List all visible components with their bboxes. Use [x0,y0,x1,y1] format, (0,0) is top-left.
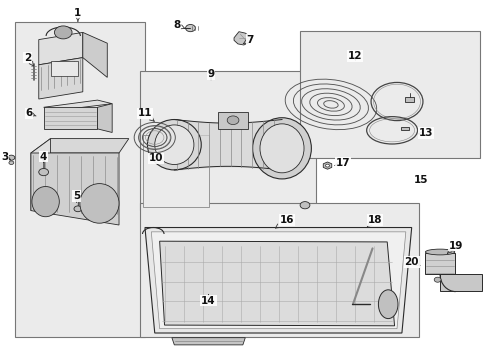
Text: 2: 2 [24,53,33,66]
Text: 10: 10 [149,153,164,163]
Text: 7: 7 [243,35,254,45]
Polygon shape [98,104,112,132]
Polygon shape [39,32,83,65]
Bar [140,71,316,210]
Polygon shape [31,153,119,225]
Bar [405,97,414,102]
Circle shape [74,206,82,212]
Text: 20: 20 [404,257,420,267]
Ellipse shape [425,249,455,255]
Ellipse shape [32,186,59,217]
Bar [300,31,480,158]
Text: 11: 11 [138,108,154,121]
Circle shape [227,116,239,125]
Polygon shape [44,107,98,129]
Polygon shape [172,338,245,345]
Ellipse shape [80,184,119,223]
Ellipse shape [147,120,201,170]
Text: 14: 14 [201,295,216,306]
Bar [51,61,78,76]
Text: 5: 5 [73,191,80,202]
Circle shape [39,168,49,176]
Bar [15,22,145,337]
Ellipse shape [155,125,194,165]
Polygon shape [234,32,252,45]
Text: 1: 1 [74,8,81,21]
Ellipse shape [253,118,311,179]
Circle shape [8,155,15,160]
Polygon shape [44,100,112,111]
Text: 6: 6 [25,108,36,118]
Text: 19: 19 [447,240,463,253]
Circle shape [9,161,14,165]
Polygon shape [151,232,406,329]
Polygon shape [31,139,50,211]
Bar [140,203,419,337]
Text: 3: 3 [1,152,10,162]
Text: 9: 9 [207,69,215,80]
Text: 17: 17 [335,158,350,168]
Polygon shape [83,32,107,77]
Circle shape [300,202,310,209]
Bar [143,135,209,207]
Polygon shape [323,162,332,169]
Text: 13: 13 [418,128,434,138]
Polygon shape [31,139,129,153]
Bar [440,274,456,291]
Circle shape [325,164,329,167]
Ellipse shape [260,124,304,173]
Ellipse shape [378,290,398,319]
Polygon shape [425,253,455,274]
Polygon shape [145,228,412,333]
Circle shape [186,24,196,32]
Polygon shape [39,58,83,99]
Text: 16: 16 [275,215,294,228]
Text: 12: 12 [348,51,363,61]
Text: 18: 18 [368,215,382,226]
Text: 15: 15 [414,175,429,185]
Bar [219,112,248,129]
Bar [401,127,409,130]
Text: 4: 4 [40,152,48,162]
Text: 8: 8 [173,20,185,30]
Circle shape [434,277,441,282]
Polygon shape [160,241,394,326]
Circle shape [54,26,72,39]
Polygon shape [440,274,482,291]
